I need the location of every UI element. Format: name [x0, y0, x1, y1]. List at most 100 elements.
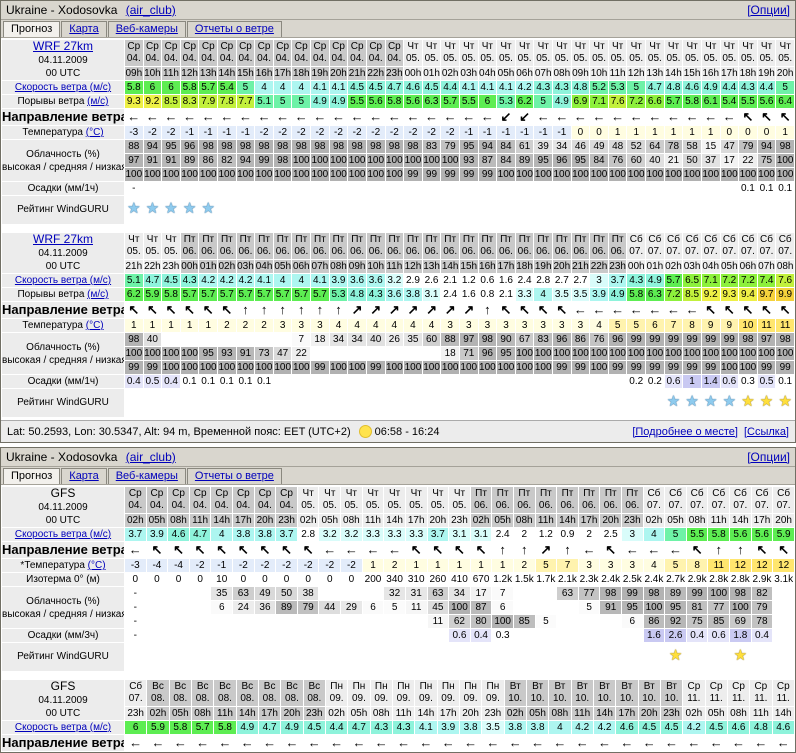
- cloud-mid-cell: 100: [646, 347, 664, 360]
- column-day-date: Чт 05.: [646, 40, 664, 66]
- column-header: Ср 11. 02h: [683, 680, 705, 720]
- column-header: Вс 08. 23h: [303, 680, 325, 720]
- clouds-label: Облачность (%) высокая / средняя / низкая: [2, 587, 124, 628]
- column-day-date: Чт 05.: [683, 40, 701, 66]
- speed-link[interactable]: Скорость ветра (м/с): [14, 275, 112, 286]
- column-hour: 06h: [292, 260, 311, 273]
- cloud-high-cell: 98: [776, 140, 794, 153]
- precipitation-cell-row: Осадки (мм/3ч) -0.6 0.4 0.3 1.6 2.6 0.4 0.6 1.8 0…: [2, 629, 794, 642]
- options-link-2[interactable]: [Опции]: [747, 450, 790, 464]
- spot-url-link[interactable]: [Ссылка]: [743, 425, 789, 438]
- speed-cell: 6: [162, 81, 180, 94]
- column-hour: 17h: [616, 707, 638, 720]
- precipitation-cell: [422, 182, 441, 195]
- column-day-date: Ср 04.: [385, 40, 404, 66]
- column-header: Чт 05. 11h: [608, 40, 627, 80]
- rating-cell: [460, 196, 478, 224]
- rating-cell: [406, 643, 427, 671]
- cloud-low-cell: 99: [701, 361, 720, 374]
- precipitation-cell: [341, 629, 362, 642]
- spot-detail-link[interactable]: [Подробнее о месте]: [632, 425, 738, 438]
- spot-link[interactable]: (air_club): [125, 3, 176, 17]
- precipitation-cell: [254, 629, 276, 642]
- tab-map-2[interactable]: Карта: [61, 468, 107, 484]
- gust-cell: 5.9: [143, 288, 162, 301]
- wind-direction-arrow-icon: ←: [642, 735, 656, 750]
- cloud-high-row: Облачность (%) высокая / средняя / низкая…: [2, 333, 794, 374]
- tab-forecast[interactable]: Прогноз: [3, 21, 61, 37]
- rating-cell: [348, 389, 366, 417]
- gusts-unit-link[interactable]: (м/с): [87, 96, 109, 107]
- speed-link[interactable]: Скорость ветра (м/с): [14, 82, 112, 93]
- cloud-low-cell: 100: [534, 361, 553, 374]
- options-link[interactable]: [Опции]: [747, 3, 790, 17]
- speed-cell: 4: [255, 81, 273, 94]
- speed-cell: 5.8: [180, 81, 199, 94]
- column-header: Ср 11. 08h: [727, 680, 750, 720]
- cloud-mid-cell: 100: [701, 347, 720, 360]
- column-day-date: Пт 06.: [571, 233, 590, 259]
- temperature-cell: -1: [211, 559, 233, 572]
- column-hour: 23h: [162, 260, 180, 273]
- cloud-low-cell: 100: [590, 361, 608, 374]
- clouds-label: Облачность (%) высокая / средняя / низкая: [2, 140, 124, 181]
- temperature-cell: -1: [459, 126, 478, 139]
- wind-direction-arrow-icon: ←: [685, 109, 699, 124]
- spot-link-2[interactable]: (air_club): [125, 450, 176, 464]
- column-header: Чт 05. 15h: [683, 40, 701, 80]
- speed-link[interactable]: Скорость ветра (м/с): [14, 722, 112, 733]
- precipitation-cell: [664, 182, 683, 195]
- cloud-high-cell: 99: [646, 333, 664, 346]
- temperature-unit-link[interactable]: (°C): [87, 560, 106, 571]
- gust-cell: 4.3: [366, 288, 385, 301]
- gusts-unit-link[interactable]: (м/с): [87, 289, 109, 300]
- precipitation-cell: [627, 182, 646, 195]
- column-hour: 03h: [236, 260, 255, 273]
- speed-cell: 5.1: [125, 274, 143, 287]
- column-day-date: Чт 05.: [341, 487, 362, 513]
- precipitation-cell: [180, 182, 199, 195]
- speed-link[interactable]: Скорость ветра (м/с): [14, 529, 112, 540]
- cloud-high-cell: 77: [578, 587, 600, 600]
- tab-wind-reports[interactable]: Отчеты о ветре: [186, 21, 282, 37]
- temperature-unit-link[interactable]: (°C): [85, 320, 104, 331]
- precipitation-cell: [319, 629, 341, 642]
- column-hour: 20h: [329, 67, 348, 80]
- cloud-low-cell: 99: [646, 361, 664, 374]
- column-hour: 14h: [211, 514, 233, 527]
- rating-cell: [644, 643, 665, 671]
- tab-forecast-2[interactable]: Прогноз: [3, 468, 61, 484]
- wind-direction-arrow-icon: ↗: [540, 542, 552, 557]
- rating-cell: [479, 196, 497, 224]
- precipitation-cell: [534, 375, 553, 388]
- speed-cell: 4.3: [627, 274, 646, 287]
- precipitation-cell: 0.6: [664, 375, 683, 388]
- gust-cell: 9.2: [143, 95, 162, 108]
- model-link[interactable]: WRF 27km: [33, 233, 93, 246]
- cloud-high-cell: 63: [557, 587, 578, 600]
- direction-label: Направление ветра: [2, 542, 124, 558]
- speed-cell: 5.7: [664, 274, 683, 287]
- tab-webcams-2[interactable]: Веб-камеры: [107, 468, 186, 484]
- cloud-low-cell: 92: [665, 615, 686, 628]
- speed-cell: 4.1: [478, 81, 497, 94]
- cloud-high-cell: 99: [686, 587, 708, 600]
- column-hour: 10h: [143, 67, 162, 80]
- column-hour: 23h: [622, 514, 643, 527]
- cloud-low-cell: [341, 615, 362, 628]
- wind-direction-arrow-icon: ←: [441, 735, 455, 750]
- tab-webcams[interactable]: Веб-камеры: [107, 21, 186, 37]
- column-day-date: Пт 06.: [180, 233, 199, 259]
- model-link[interactable]: WRF 27km: [33, 40, 93, 53]
- cloud-high-cell: [255, 333, 273, 346]
- tab-wind-reports-2[interactable]: Отчеты о ветре: [186, 468, 282, 484]
- column-day-date: Пн 09.: [415, 680, 437, 706]
- column-header: Чт 05. 05h: [497, 40, 515, 80]
- cloud-mid-cell: -: [125, 601, 146, 614]
- temperature-unit-link[interactable]: (°C): [85, 127, 104, 138]
- rating-cell: [665, 196, 683, 224]
- tab-map[interactable]: Карта: [61, 21, 107, 37]
- column-header: Чт 05. 08h: [341, 487, 362, 527]
- column-header: Чт 05. 02h: [441, 40, 459, 80]
- precipitation-cell: 1.8: [730, 629, 751, 642]
